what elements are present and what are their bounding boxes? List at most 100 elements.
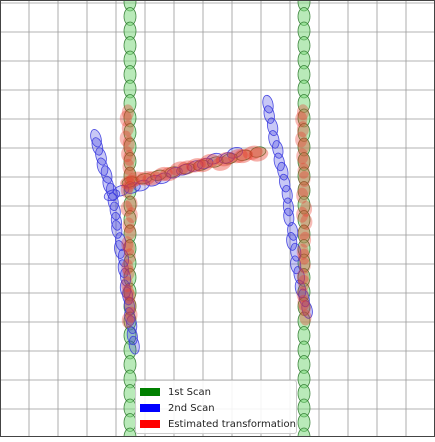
second-scan-ellipse: [114, 240, 126, 259]
estimated-transformation-blob: [123, 288, 136, 305]
legend-label-second-scan: 2nd Scan: [168, 402, 215, 414]
second-scan-ellipse: [128, 335, 140, 355]
legend: 1st Scan 2nd Scan Estimated transformati…: [135, 380, 297, 434]
second-scan-ellipse: [263, 105, 275, 124]
estimated-transformation-blob: [186, 158, 206, 173]
second-scan-ellipse: [124, 307, 136, 326]
legend-swatch-first-scan: [140, 388, 160, 396]
second-scan-ellipse: [283, 207, 295, 227]
second-scan-ellipse: [218, 152, 236, 164]
estimated-transformation-blob: [123, 248, 136, 265]
second-scan-ellipse: [91, 137, 104, 156]
estimated-transformation-blob: [296, 187, 309, 204]
second-scan-ellipse: [109, 201, 121, 221]
estimated-transformation-blob: [119, 130, 132, 147]
estimated-transformation-blob: [298, 248, 311, 265]
estimated-transformation-blob: [296, 104, 310, 121]
estimated-transformation-blob: [159, 166, 180, 182]
estimated-transformation-blob: [296, 286, 309, 303]
second-scan-ellipse: [197, 157, 214, 170]
estimated-transformation-blob: [122, 239, 136, 256]
estimated-transformation-blob: [297, 274, 310, 291]
estimated-transformation-blob: [211, 156, 232, 171]
second-scan-ellipse: [95, 147, 107, 166]
second-scan-ellipse: [277, 161, 289, 181]
second-scan-ellipse: [293, 266, 305, 285]
estimated-transformation-blob: [121, 259, 134, 276]
second-scan-ellipse: [273, 152, 285, 172]
legend-swatch-estimated-transformation: [140, 420, 160, 428]
legend-label-first-scan: 1st Scan: [168, 386, 211, 398]
second-scan-ellipse: [206, 152, 223, 165]
estimated-transformation-blob: [295, 111, 308, 128]
second-scan-layer: [90, 94, 313, 355]
estimated-transformation-blob: [126, 171, 147, 186]
estimated-transformation-blob: [124, 297, 137, 314]
estimated-transformation-blob: [298, 153, 311, 170]
second-scan-ellipse: [282, 197, 294, 217]
estimated-transformation-blob: [298, 300, 311, 317]
estimated-transformation-blob: [297, 224, 310, 241]
estimated-transformation-blob: [296, 121, 309, 138]
estimated-transformation-blob: [122, 264, 135, 281]
estimated-transformation-blob: [123, 166, 136, 183]
second-scan-ellipse: [123, 296, 135, 316]
second-scan-ellipse: [286, 232, 298, 251]
estimated-transformation-blob: [122, 284, 135, 300]
estimated-transformation-blob: [120, 182, 133, 199]
estimated-transformation-blob: [120, 200, 133, 217]
estimated-transformation-blob: [121, 120, 134, 137]
estimated-transformation-blob: [297, 137, 310, 154]
second-scan-ellipse: [166, 166, 183, 179]
second-scan-ellipse: [298, 288, 310, 308]
second-scan-ellipse: [279, 173, 291, 193]
estimated-transformation-blob: [298, 181, 311, 198]
estimated-transformation-blob: [248, 147, 269, 162]
estimated-transformation-blob: [121, 146, 134, 163]
estimated-transformation-blob: [136, 171, 156, 186]
estimated-transformation-blob: [296, 148, 309, 165]
estimated-transformation-blob: [121, 104, 134, 121]
estimated-transformation-blob: [121, 312, 134, 329]
estimated-transformation-blob: [120, 175, 140, 190]
estimated-transformation-blob: [242, 145, 263, 160]
estimated-transformation-blob: [125, 207, 138, 224]
estimated-transformation-blob: [296, 206, 309, 223]
legend-swatch-second-scan: [140, 404, 160, 412]
legend-item-first-scan: 1st Scan: [140, 384, 296, 400]
first-scan-ellipse: [121, 176, 139, 188]
estimated-transformation-blob: [228, 148, 248, 164]
second-scan-ellipse: [176, 163, 193, 176]
estimated-transformation-blob: [121, 276, 134, 293]
estimated-transformation-blob: [295, 131, 308, 148]
second-scan-ellipse: [90, 129, 102, 148]
estimated-transformation-blob: [119, 110, 132, 127]
second-scan-ellipse: [226, 147, 244, 159]
estimated-transformation-blob: [215, 152, 236, 167]
estimated-transformation-blob: [297, 162, 310, 179]
estimated-transformation-blob: [298, 171, 311, 187]
second-scan-ellipse: [110, 211, 122, 231]
second-scan-ellipse: [301, 300, 313, 319]
estimated-transformation-blob: [124, 223, 137, 240]
estimated-transformation-blob: [233, 148, 254, 164]
second-scan-ellipse: [262, 94, 274, 114]
estimated-transformation-blob: [125, 306, 138, 323]
second-scan-ellipse: [290, 255, 302, 275]
estimated-transformation-blob: [199, 153, 220, 169]
first-scan-ellipse: [249, 146, 267, 158]
estimated-transformation-blob: [296, 243, 309, 260]
estimated-transformation-blob: [300, 200, 313, 217]
second-scan-ellipse: [111, 220, 123, 239]
estimated-transformation-blob: [122, 217, 135, 234]
estimated-transformation-blob: [300, 214, 313, 230]
second-scan-ellipse: [268, 130, 280, 149]
estimated-transformation-layer: [119, 104, 313, 329]
estimated-transformation-blob: [296, 268, 309, 285]
second-scan-ellipse: [294, 279, 307, 299]
estimated-transformation-blob: [299, 231, 312, 248]
